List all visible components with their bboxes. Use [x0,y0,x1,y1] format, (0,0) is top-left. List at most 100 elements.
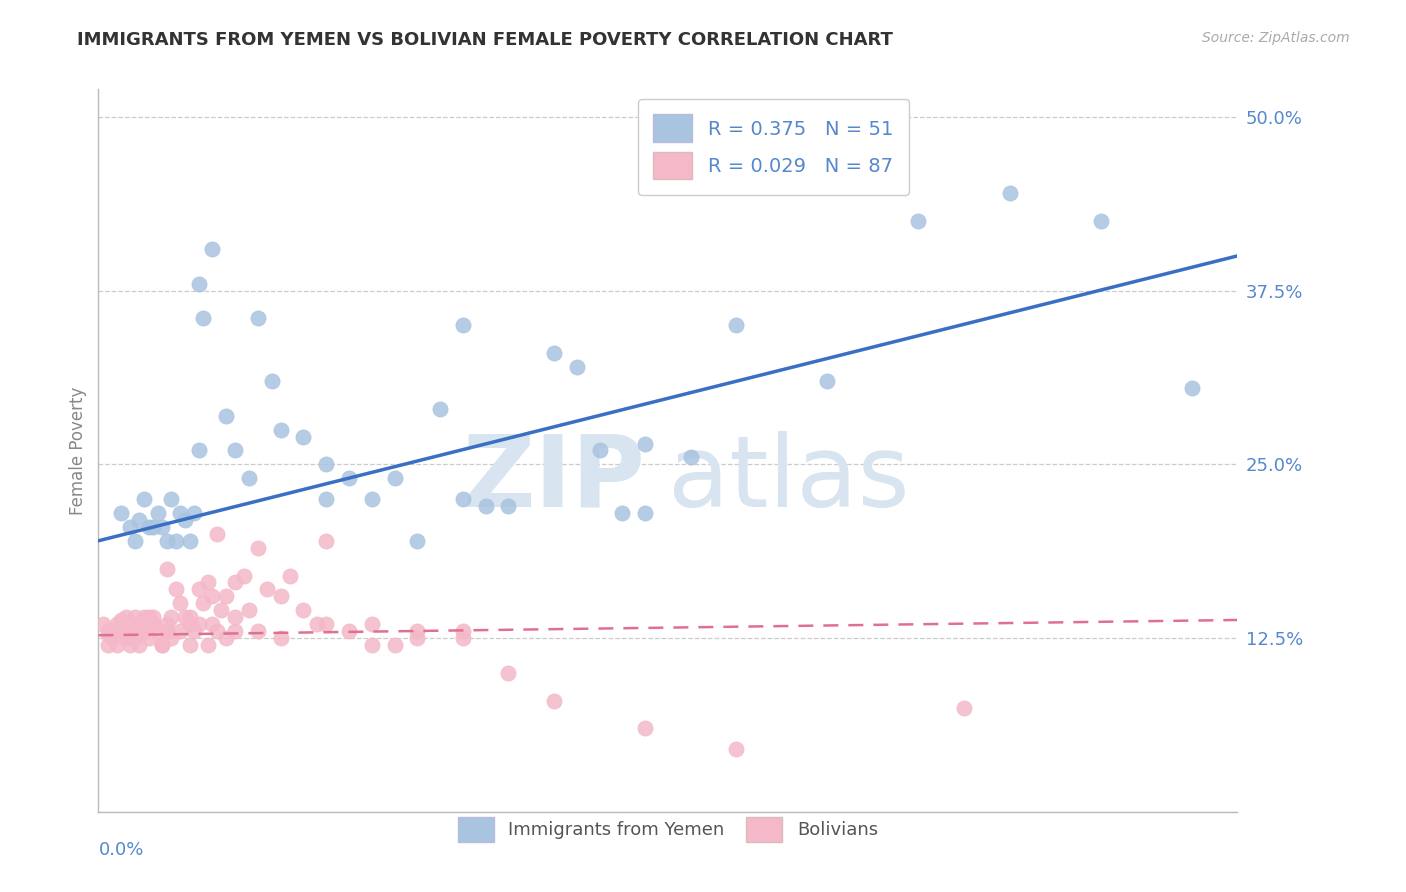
Point [451,492,474,507]
Point [360,638,382,652]
Point [128,513,150,527]
Point [451,624,474,639]
Point [201,590,224,604]
Point [360,492,382,507]
Point [156,624,179,639]
Point [634,436,657,450]
Point [124,610,146,624]
Text: IMMIGRANTS FROM YEMEN VS BOLIVIAN FEMALE POVERTY CORRELATION CHART: IMMIGRANTS FROM YEMEN VS BOLIVIAN FEMALE… [77,31,893,49]
Point [474,499,496,513]
Text: 0.0%: 0.0% [98,840,143,859]
Point [120,520,142,534]
Point [91,617,114,632]
Point [543,693,565,707]
Point [315,458,337,472]
Point [543,346,565,360]
Point [120,638,142,652]
Point [132,624,155,639]
Point [142,520,165,534]
Point [132,492,155,507]
Point [233,568,256,582]
Point [110,506,132,520]
Point [128,617,150,632]
Point [246,311,269,326]
Point [315,492,337,507]
Point [278,568,301,582]
Point [215,409,238,423]
Point [138,520,160,534]
Point [360,617,382,632]
Point [132,610,155,624]
Point [160,492,183,507]
Point [224,610,246,624]
Point [179,638,201,652]
Point [292,603,315,617]
Point [169,624,191,639]
Point [907,214,929,228]
Point [725,318,748,333]
Point [105,624,128,639]
Point [634,506,657,520]
Point [451,318,474,333]
Point [197,575,219,590]
Point [315,533,337,548]
Point [187,582,209,597]
Point [128,638,150,652]
Point [209,603,232,617]
Point [105,617,128,632]
Point [120,631,142,645]
Point [270,590,292,604]
Legend: Immigrants from Yemen, Bolivians: Immigrants from Yemen, Bolivians [450,810,886,850]
Point [201,617,224,632]
Text: ZIP: ZIP [463,431,645,528]
Point [183,506,205,520]
Point [179,533,201,548]
Y-axis label: Female Poverty: Female Poverty [69,386,87,515]
Point [498,665,520,680]
Point [96,638,118,652]
Point [160,631,183,645]
Point [124,533,146,548]
Point [337,624,360,639]
Point [193,596,215,610]
Point [384,638,406,652]
Point [193,311,215,326]
Point [142,617,165,632]
Point [150,638,173,652]
Point [224,624,246,639]
Point [146,624,169,639]
Point [183,624,205,639]
Point [114,631,136,645]
Point [150,520,173,534]
Point [138,610,160,624]
Point [114,610,136,624]
Point [337,471,360,485]
Point [114,624,136,639]
Point [205,624,228,639]
Point [451,631,474,645]
Point [96,627,118,641]
Point [150,638,173,652]
Point [224,443,246,458]
Point [292,429,315,443]
Point [679,450,702,465]
Point [998,186,1021,201]
Point [270,631,292,645]
Point [815,374,838,388]
Point [120,617,142,632]
Text: Source: ZipAtlas.com: Source: ZipAtlas.com [1202,31,1350,45]
Point [612,506,634,520]
Point [96,624,118,639]
Point [110,613,132,627]
Point [197,638,219,652]
Point [406,624,429,639]
Text: atlas: atlas [668,431,910,528]
Point [101,624,124,639]
Point [146,506,169,520]
Point [124,631,146,645]
Point [169,596,191,610]
Point [179,617,201,632]
Point [406,631,429,645]
Point [246,541,269,555]
Point [132,624,155,639]
